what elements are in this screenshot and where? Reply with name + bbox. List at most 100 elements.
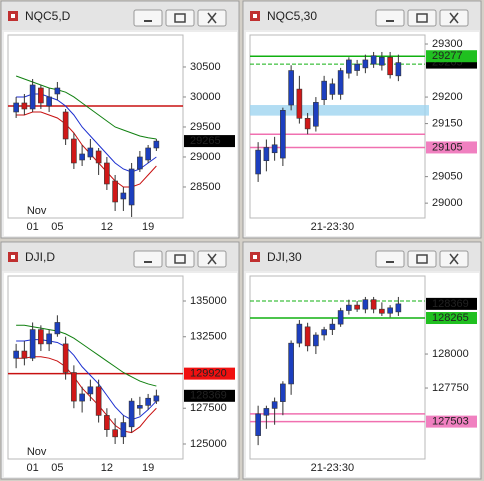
candle-body bbox=[263, 408, 270, 416]
window-title: DJI,30 bbox=[267, 250, 302, 264]
candle-body bbox=[370, 55, 377, 65]
minimize-button[interactable] bbox=[133, 9, 163, 27]
moving-average bbox=[15, 75, 157, 140]
y-tick-label: 135000 bbox=[190, 295, 227, 307]
candle-body bbox=[95, 386, 102, 416]
price-label: 128265 bbox=[432, 312, 469, 324]
candle-body bbox=[13, 102, 19, 113]
candle-body bbox=[21, 350, 28, 359]
price-label: 29105 bbox=[432, 141, 463, 153]
time-label: 01 bbox=[27, 462, 39, 474]
price-label: 129920 bbox=[190, 368, 227, 380]
window-title: NQC5,30 bbox=[267, 9, 317, 23]
y-tick-label: 29500 bbox=[190, 121, 221, 133]
candle-body bbox=[112, 429, 118, 438]
candle-body bbox=[104, 162, 110, 185]
time-label: 01 bbox=[27, 221, 39, 233]
candle-body bbox=[346, 59, 352, 74]
price-label-box bbox=[184, 367, 235, 380]
price-label: 128369 bbox=[190, 390, 227, 402]
candle-body bbox=[137, 405, 143, 409]
plot-frame bbox=[249, 275, 426, 460]
y-tick-label: 132500 bbox=[190, 331, 227, 343]
close-glyph bbox=[449, 253, 459, 265]
candle-body bbox=[54, 87, 61, 95]
price-label-box bbox=[184, 389, 235, 402]
restore-glyph bbox=[174, 254, 186, 264]
minimize-button[interactable] bbox=[375, 250, 405, 268]
candle-body bbox=[263, 147, 270, 162]
y-tick-label: 29200 bbox=[432, 91, 463, 103]
candle-body bbox=[137, 156, 143, 170]
restore-button[interactable] bbox=[165, 250, 195, 268]
candle-body bbox=[313, 102, 319, 127]
restore-button[interactable] bbox=[165, 9, 195, 27]
candle-body bbox=[329, 83, 336, 95]
candle-body bbox=[120, 422, 127, 438]
y-tick-label: 29000 bbox=[432, 197, 463, 209]
candle-body bbox=[395, 303, 402, 313]
price-label-box bbox=[426, 50, 477, 63]
candle-body bbox=[271, 144, 278, 154]
candle-body bbox=[21, 102, 28, 110]
candle-body bbox=[379, 56, 385, 66]
minimize-button[interactable] bbox=[133, 250, 163, 268]
candle-body bbox=[153, 140, 160, 149]
y-tick-label: 29000 bbox=[190, 151, 221, 163]
candle-body bbox=[62, 111, 69, 140]
month-label: Nov bbox=[27, 205, 47, 217]
month-label: Nov bbox=[27, 446, 47, 458]
candle-body bbox=[296, 323, 303, 344]
y-tick-label: 29300 bbox=[432, 38, 463, 50]
y-tick-label: 30500 bbox=[190, 61, 221, 73]
candle-body bbox=[387, 307, 393, 314]
minimize-glyph bbox=[386, 20, 394, 22]
restore-button[interactable] bbox=[407, 250, 437, 268]
candle-body bbox=[321, 329, 327, 336]
candle-body bbox=[271, 401, 278, 409]
y-tick-label: 125000 bbox=[190, 438, 227, 450]
price-label-box bbox=[426, 141, 477, 154]
time-label: 19 bbox=[142, 462, 154, 474]
minimize-glyph bbox=[386, 261, 394, 263]
y-tick-label: 128000 bbox=[432, 348, 469, 360]
time-label: 19 bbox=[142, 221, 154, 233]
window-icon-inner bbox=[11, 255, 15, 259]
candle-body bbox=[346, 304, 352, 311]
minimize-button[interactable] bbox=[375, 9, 405, 27]
y-tick-label: 127500 bbox=[190, 402, 227, 414]
candle-body bbox=[71, 138, 77, 164]
candle-body bbox=[379, 308, 385, 314]
candle-body bbox=[62, 343, 69, 373]
y-tick-label: 127750 bbox=[432, 382, 469, 394]
restore-glyph bbox=[416, 13, 428, 23]
candle-body bbox=[354, 63, 360, 71]
price-label: 128369 bbox=[432, 298, 469, 310]
plot-frame bbox=[249, 34, 426, 219]
candle-body bbox=[362, 299, 369, 310]
candle-body bbox=[304, 117, 311, 130]
candle-body bbox=[354, 304, 360, 310]
close-glyph bbox=[449, 12, 459, 24]
candle-body bbox=[112, 180, 118, 203]
price-label: 29277 bbox=[432, 50, 463, 62]
candle-body bbox=[321, 80, 327, 101]
candle-body bbox=[120, 192, 127, 200]
close-glyph bbox=[207, 253, 217, 265]
y-tick-label: 28500 bbox=[190, 181, 221, 193]
candle-body bbox=[87, 386, 94, 395]
restore-button[interactable] bbox=[407, 9, 437, 27]
y-tick-label: 29050 bbox=[432, 171, 463, 183]
candle-body bbox=[38, 329, 44, 345]
candle-body bbox=[29, 84, 36, 110]
candle-body bbox=[288, 342, 294, 385]
candle-body bbox=[29, 329, 36, 359]
candle-body bbox=[38, 87, 44, 104]
candle-body bbox=[87, 147, 94, 158]
minimize-glyph bbox=[144, 20, 152, 22]
time-label: 05 bbox=[51, 221, 63, 233]
candle-body bbox=[280, 110, 286, 159]
moving-average bbox=[16, 356, 157, 434]
price-label-box bbox=[426, 312, 477, 325]
